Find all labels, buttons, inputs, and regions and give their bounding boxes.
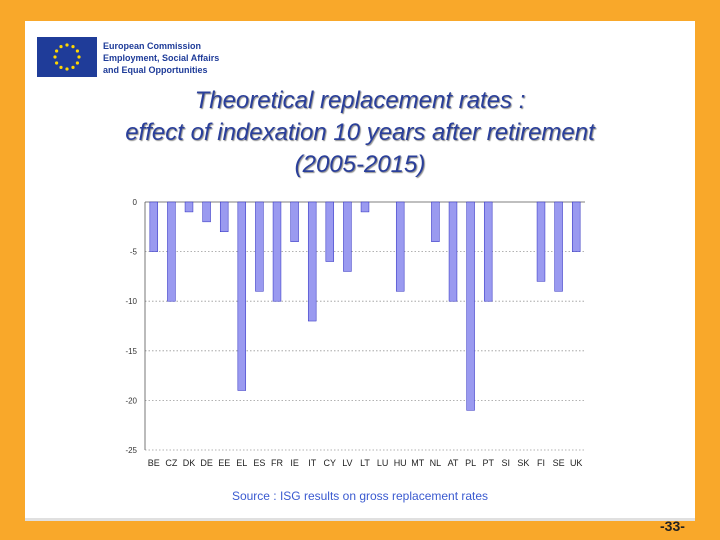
eu-flag-icon bbox=[37, 37, 97, 77]
x-tick-label: IT bbox=[308, 458, 317, 468]
x-tick-label: DE bbox=[200, 458, 213, 468]
bar-ie bbox=[290, 201, 299, 242]
bar-cz bbox=[167, 201, 176, 302]
y-tick-label: -25 bbox=[125, 446, 137, 455]
bar-be bbox=[149, 201, 159, 252]
bar-lv bbox=[343, 201, 352, 272]
x-tick-label: LU bbox=[377, 458, 389, 468]
x-tick-label: UK bbox=[570, 458, 583, 468]
y-tick-label: -20 bbox=[125, 396, 137, 405]
bar-pt bbox=[483, 201, 493, 302]
x-tick-label: SI bbox=[502, 458, 511, 468]
org-line-1: European Commission bbox=[103, 41, 202, 51]
slide-shadow bbox=[25, 518, 695, 521]
x-tick-label: EL bbox=[236, 458, 247, 468]
title-line-2: effect of indexation 10 years after reti… bbox=[125, 119, 595, 146]
x-tick-label: PT bbox=[482, 458, 494, 468]
y-tick-label: 0 bbox=[133, 198, 138, 207]
bar-at bbox=[448, 201, 458, 302]
x-tick-label: NL bbox=[430, 458, 442, 468]
x-tick-label: CZ bbox=[165, 458, 177, 468]
x-tick-label: SK bbox=[517, 458, 529, 468]
bar-fi bbox=[536, 201, 546, 282]
x-tick-label: HU bbox=[394, 458, 407, 468]
bar-el bbox=[237, 201, 247, 391]
bar-cy bbox=[325, 201, 335, 262]
x-tick-label: LV bbox=[342, 458, 352, 468]
x-tick-label: SE bbox=[553, 458, 565, 468]
title-line-1: Theoretical replacement rates : bbox=[194, 87, 526, 114]
slide-panel bbox=[25, 21, 695, 518]
x-tick-label: FI bbox=[537, 458, 545, 468]
y-tick-label: -5 bbox=[130, 248, 138, 257]
x-tick-label: AT bbox=[448, 458, 459, 468]
organisation-name: European Commission Employment, Social A… bbox=[103, 40, 219, 76]
x-tick-label: IE bbox=[290, 458, 299, 468]
y-tick-label: -10 bbox=[125, 297, 137, 306]
bar-uk bbox=[571, 201, 581, 252]
x-tick-label: BE bbox=[148, 458, 160, 468]
bar-nl bbox=[431, 201, 440, 242]
bar-chart: 0 -5 -10 -15 -20 -25 BE CZ DK DE EE EL ES FR IE IT CY LV L… bbox=[125, 198, 585, 468]
x-tick-label: FR bbox=[271, 458, 283, 468]
bar-ee bbox=[219, 201, 229, 233]
x-tick-label: ES bbox=[253, 458, 265, 468]
bar-it bbox=[307, 201, 317, 322]
bar-de bbox=[202, 201, 211, 223]
slide-title: Theoretical replacement rates : effect o… bbox=[40, 85, 680, 181]
page-number: -33- bbox=[660, 518, 685, 534]
bar-pl bbox=[466, 201, 475, 411]
x-tick-label: CY bbox=[324, 458, 337, 468]
title-line-3: (2005-2015) bbox=[294, 151, 426, 178]
bar-se bbox=[554, 201, 563, 292]
y-tick-label: -15 bbox=[125, 347, 137, 356]
org-line-3: and Equal Opportunities bbox=[103, 65, 208, 75]
source-note: Source : ISG results on gross replacemen… bbox=[231, 489, 489, 503]
bar-lt bbox=[360, 201, 370, 213]
bar-dk bbox=[184, 201, 194, 213]
org-line-2: Employment, Social Affairs bbox=[103, 53, 220, 63]
x-tick-label: LT bbox=[360, 458, 370, 468]
x-tick-label: MT bbox=[411, 458, 424, 468]
bar-es bbox=[255, 201, 264, 292]
bar-fr bbox=[272, 201, 282, 302]
x-tick-label: DK bbox=[183, 458, 196, 468]
bar-hu bbox=[395, 201, 405, 292]
x-tick-label: EE bbox=[218, 458, 230, 468]
x-tick-label: PL bbox=[465, 458, 476, 468]
